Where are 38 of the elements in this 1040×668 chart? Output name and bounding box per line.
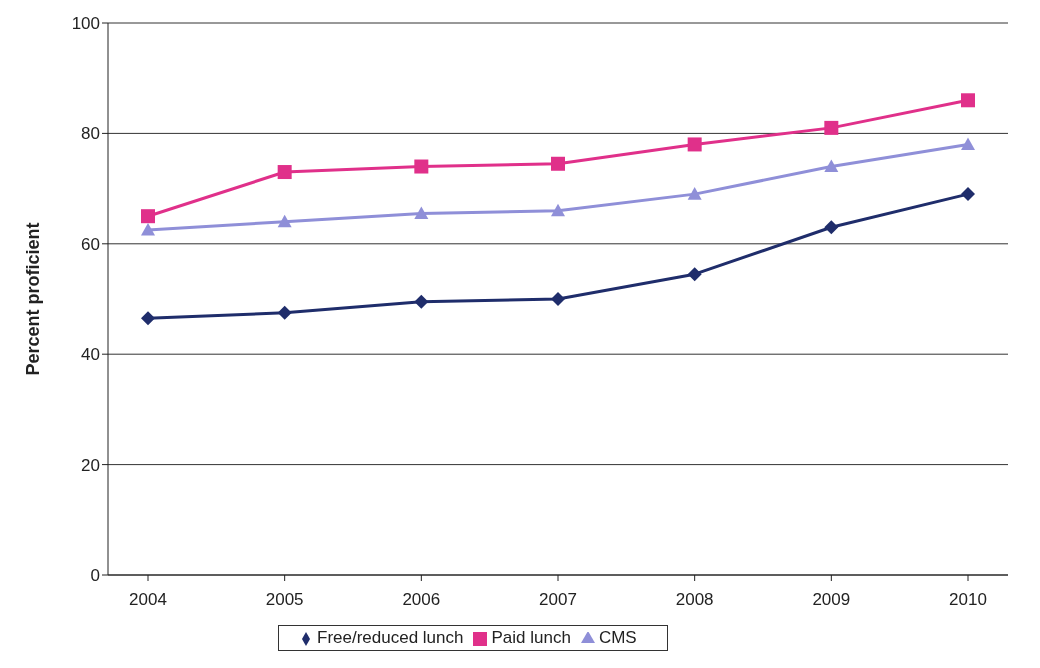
y-tick-label: 0 [90,566,100,586]
point [551,203,565,217]
point [961,187,975,202]
x-tick-label: 2008 [675,590,714,610]
y-tick-label: 80 [81,124,100,144]
point [687,267,702,282]
point [961,93,975,108]
point [551,292,565,306]
x-tick-label: 2007 [539,590,577,610]
point [141,311,155,326]
point [824,159,839,173]
point [414,159,429,174]
x-tick-label: 2004 [129,590,167,610]
x-tick-label: 2006 [402,590,441,610]
point [277,305,292,320]
y-tick-label: 20 [81,455,100,475]
point [551,156,565,171]
x-tick-label: 2005 [265,590,304,610]
y-tick-label: 60 [81,234,100,254]
point [687,187,702,200]
x-tick-label: 2009 [812,590,851,610]
point [277,214,292,228]
point [277,165,292,180]
x-tick-label: 2010 [949,590,987,610]
y-tick-label: 100 [71,14,100,34]
y-axis-title: Percent proficient [23,222,44,376]
point [687,137,702,152]
legend-label: CMS [598,628,637,647]
point [824,220,839,235]
point [414,206,429,220]
point [141,209,155,224]
y-tick-label: 40 [81,345,100,365]
point [824,120,839,135]
legend-label: Free/reduced lunch [317,628,464,647]
point [961,137,975,151]
point [141,223,155,236]
point [414,294,429,309]
legend-label: Paid lunch [491,628,571,647]
